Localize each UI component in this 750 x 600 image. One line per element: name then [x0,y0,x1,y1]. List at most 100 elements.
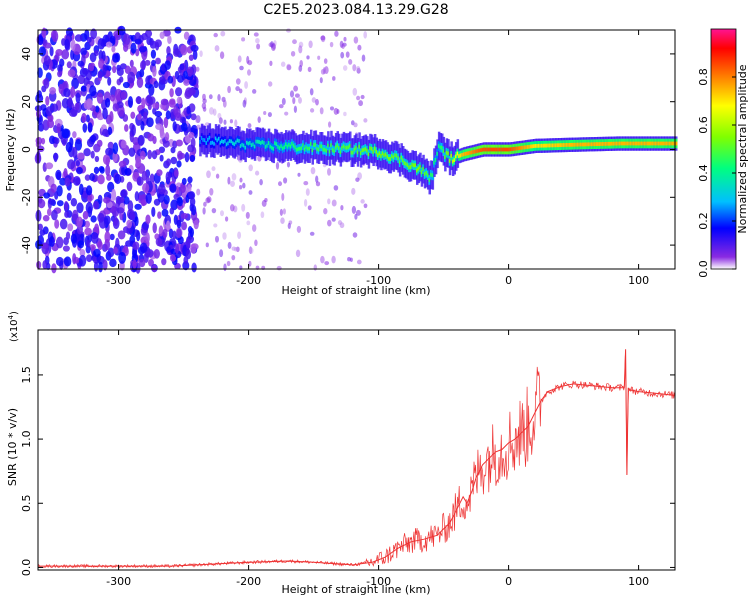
spectrogram-noise-cell [152,102,160,109]
spectrogram-signal-core [515,146,519,151]
spectrogram-signal-core [670,141,673,146]
spectrogram-noise-cell [131,124,136,137]
spectrogram-noise-cell [96,139,103,148]
spectrogram-noise-cell [138,46,147,53]
spectrogram-noise-cell [166,45,171,56]
spectrogram-noise-cell [77,60,85,67]
spectrogram-noise-cell [157,183,166,195]
spectrogram-noise-cell [67,223,74,232]
spectrogram-noise-cell [57,70,63,78]
spectrogram-noise-cell [167,35,172,44]
spectrogram-signal-core [458,154,461,158]
spectrogram-signal-core [241,142,244,147]
spectrogram-noise-cell [70,86,76,98]
spectrogram-noise-cell [152,222,157,234]
spectrogram-noise-cell [280,217,285,224]
spectrogram-noise-cell [142,183,150,193]
spectrogram-noise-cell [187,226,193,234]
spectrogram-noise-cell [155,57,161,65]
spectrogram-signal-core [420,170,424,175]
spectrogram-signal-core [324,147,327,152]
spectrogram-signal-core [551,143,555,148]
spectrogram-noise-cell [172,121,177,132]
spectrogram-noise-cell [134,203,142,210]
spectrogram-signal-core [359,151,363,155]
spectrogram-signal-core [373,146,377,151]
spectrogram-noise-cell [229,119,233,124]
spectrogram-signal-core [339,150,343,155]
spectrogram-signal-core [283,145,286,150]
spectrogram-noise-cell [357,44,362,51]
spectrogram-noise-cell [78,254,87,267]
spectrogram-signal-core [509,147,513,152]
spectrogram-noise-cell [72,253,77,265]
spectrogram-noise-cell [96,92,104,104]
spectrogram-noise-cell [244,81,249,89]
spectrogram-noise-cell [152,135,157,145]
spectrogram-signal-core [615,141,619,146]
spectrogram-noise-cell [79,248,86,257]
spectrogram-signal-core [395,153,399,158]
spectrogram-signal-core [475,149,478,154]
spectrogram-noise-cell [90,28,98,40]
spectrogram-signal-core [511,147,514,151]
spectrogram-noise-cell [187,176,193,184]
spectrogram-noise-cell [223,263,227,272]
spectrogram-signal-core [330,143,333,148]
spectrogram-signal-core [668,141,672,146]
spectrogram-signal-core [411,162,414,167]
spectrogram-noise-cell [90,134,97,143]
spectrogram-signal-core [341,146,344,150]
spectrogram-noise-cell [129,211,136,221]
spectrogram-noise-cell [188,191,196,200]
spectrogram-signal-core [601,142,605,146]
spectrogram-signal-core [544,143,547,148]
spectrogram-signal-core [225,142,229,147]
spectrogram-noise-cell [166,246,171,253]
spectrogram-signal-core [306,146,310,151]
spectrogram-noise-cell [124,168,132,176]
y-tick-label: 1.0 [20,430,33,448]
spectrogram-signal-core [487,147,491,152]
spectrogram-signal-core [464,152,467,156]
spectrogram-signal-core [562,143,566,147]
spectrogram-noise-cell [151,206,156,218]
x-tick-label: 0 [505,274,512,287]
spectrogram-noise-cell [176,160,182,168]
spectrogram-noise-cell [99,166,105,174]
spectrogram-noise-cell [186,184,192,194]
spectrogram-noise-cell [199,50,203,57]
spectrogram-noise-cell [276,265,282,271]
spectrogram-noise-cell [126,181,133,192]
spectrogram-signal-core [409,165,413,169]
spectrogram-noise-cell [332,76,336,81]
spectrogram-noise-cell [195,66,200,72]
spectrogram-signal-core [648,141,651,146]
spectrogram-noise-cell [242,99,247,108]
spectrogram-noise-cell [239,177,243,183]
spectrogram-noise-cell [174,243,180,254]
spectrogram-noise-cell [226,260,231,267]
spectrogram-noise-cell [305,188,310,196]
spectrogram-noise-cell [89,244,96,251]
spectrogram-noise-cell [90,150,95,159]
spectrogram-noise-cell [170,156,178,165]
spectrogram-noise-cell [89,173,95,181]
colorbar: 0.0 0.2 0.4 0.6 0.8 Normalized spectral ampl… [697,28,749,278]
spectrogram-signal-core [375,150,378,154]
spectrogram-signal-core [292,143,296,148]
snr-noise-overlay [37,355,675,569]
spectrogram-noise-cell [61,98,70,109]
spectrogram-noise-cell [77,74,86,85]
spectrogram-signal-core [235,140,238,145]
spectrogram-signal-core [431,173,435,178]
spectrogram-noise-cell [231,173,237,181]
spectrogram-signal-core [461,153,464,157]
spectrogram-noise-cell [241,203,246,212]
spectrogram-noise-cell [239,184,243,190]
spectrogram-signal-core [600,142,603,146]
spectrogram-signal-core [355,145,358,150]
spectrogram-signal-core [469,150,472,155]
spectrogram-signal-core [214,136,218,141]
spectrogram-signal-core [628,141,631,146]
